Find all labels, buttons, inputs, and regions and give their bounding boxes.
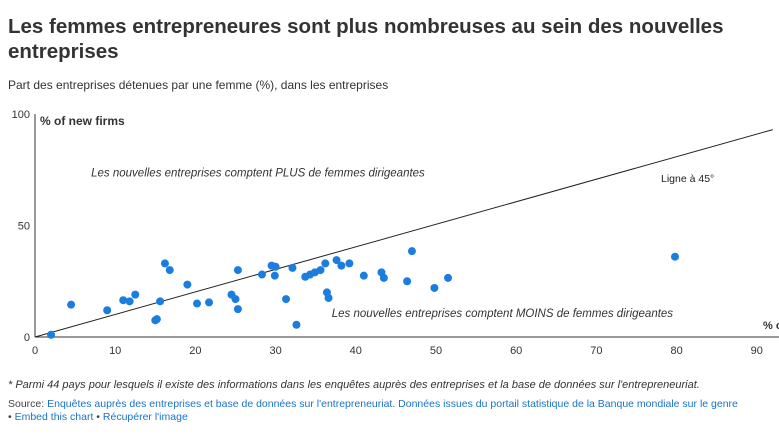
data-point <box>257 270 266 279</box>
data-point <box>119 296 128 305</box>
data-point <box>67 300 76 309</box>
y-tick-label: 0 <box>24 332 30 344</box>
chart-subtitle: Part des entreprises détenues par une fe… <box>8 78 389 92</box>
data-point <box>183 280 192 289</box>
x-tick-label: 60 <box>510 345 522 357</box>
y-axis-label: % of new firms <box>40 114 125 128</box>
data-point <box>131 290 140 299</box>
data-point <box>125 297 134 306</box>
y-tick-labels: 0 50 100 <box>12 109 30 344</box>
x-axis-label: % o <box>763 320 779 332</box>
data-points <box>47 247 679 339</box>
annotations: Les nouvelles entreprises comptent PLUS … <box>91 167 673 319</box>
x-tick-label: 90 <box>751 345 763 357</box>
data-point <box>233 305 242 314</box>
data-point <box>205 298 214 307</box>
data-point <box>231 295 240 304</box>
data-point <box>103 306 112 315</box>
axes <box>34 114 779 338</box>
x-tick-labels: 0 10 20 30 40 50 60 70 80 90 <box>32 345 763 357</box>
data-point <box>332 256 341 265</box>
data-point <box>292 320 301 329</box>
x-tick-label: 30 <box>269 345 281 357</box>
chart-title: Les femmes entrepreneures sont plus nomb… <box>8 15 724 63</box>
data-point <box>270 271 279 280</box>
x-tick-label: 20 <box>189 345 201 357</box>
data-point <box>152 315 161 324</box>
data-point <box>444 273 453 282</box>
data-point <box>282 295 291 304</box>
reference-line-label: Ligne à 45° <box>661 173 714 185</box>
data-point <box>430 283 439 292</box>
source-link[interactable]: Enquêtes auprès des entreprises et base … <box>47 398 738 410</box>
source-line: Source: Enquêtes auprès des entreprises … <box>8 398 738 411</box>
y-tick-label: 50 <box>18 221 30 233</box>
data-point <box>407 247 416 256</box>
y-tick-label: 100 <box>12 109 30 121</box>
data-point <box>359 271 368 280</box>
data-point <box>403 277 412 286</box>
x-tick-label: 10 <box>109 345 121 357</box>
scatter-chart: 0 50 100 0 10 20 30 40 50 60 70 80 90 % of new firm… <box>12 109 779 357</box>
reference-line-45 <box>34 129 773 338</box>
data-point <box>670 252 679 261</box>
x-tick-label: 80 <box>670 345 682 357</box>
download-image-link[interactable]: Récupérer l'image <box>102 411 188 423</box>
data-point <box>193 299 202 308</box>
data-point <box>233 266 242 275</box>
data-point <box>324 293 333 302</box>
data-point <box>47 330 56 339</box>
x-tick-label: 0 <box>32 345 38 357</box>
data-point <box>316 266 325 275</box>
data-point <box>379 273 388 282</box>
annotation: Les nouvelles entreprises comptent PLUS … <box>91 167 425 179</box>
x-tick-label: 50 <box>430 345 442 357</box>
link-separator: • <box>93 411 103 423</box>
embed-chart-link[interactable]: Embed this chart <box>14 411 94 423</box>
x-tick-label: 40 <box>350 345 362 357</box>
data-point <box>165 266 174 275</box>
data-point <box>345 259 354 268</box>
bullet-icon: • <box>8 411 15 423</box>
data-point <box>288 263 297 272</box>
annotation: Les nouvelles entreprises comptent MOINS… <box>332 308 674 320</box>
source-prefix: Source: <box>8 398 48 410</box>
data-point <box>160 259 169 268</box>
chart-links: • Embed this chart • Récupérer l'image <box>8 411 188 424</box>
data-point <box>156 297 165 306</box>
data-point <box>321 259 330 268</box>
footnote: * Parmi 44 pays pour lesquels il existe … <box>8 379 700 391</box>
data-point <box>271 262 280 271</box>
x-tick-label: 70 <box>590 345 602 357</box>
data-point <box>337 261 346 270</box>
